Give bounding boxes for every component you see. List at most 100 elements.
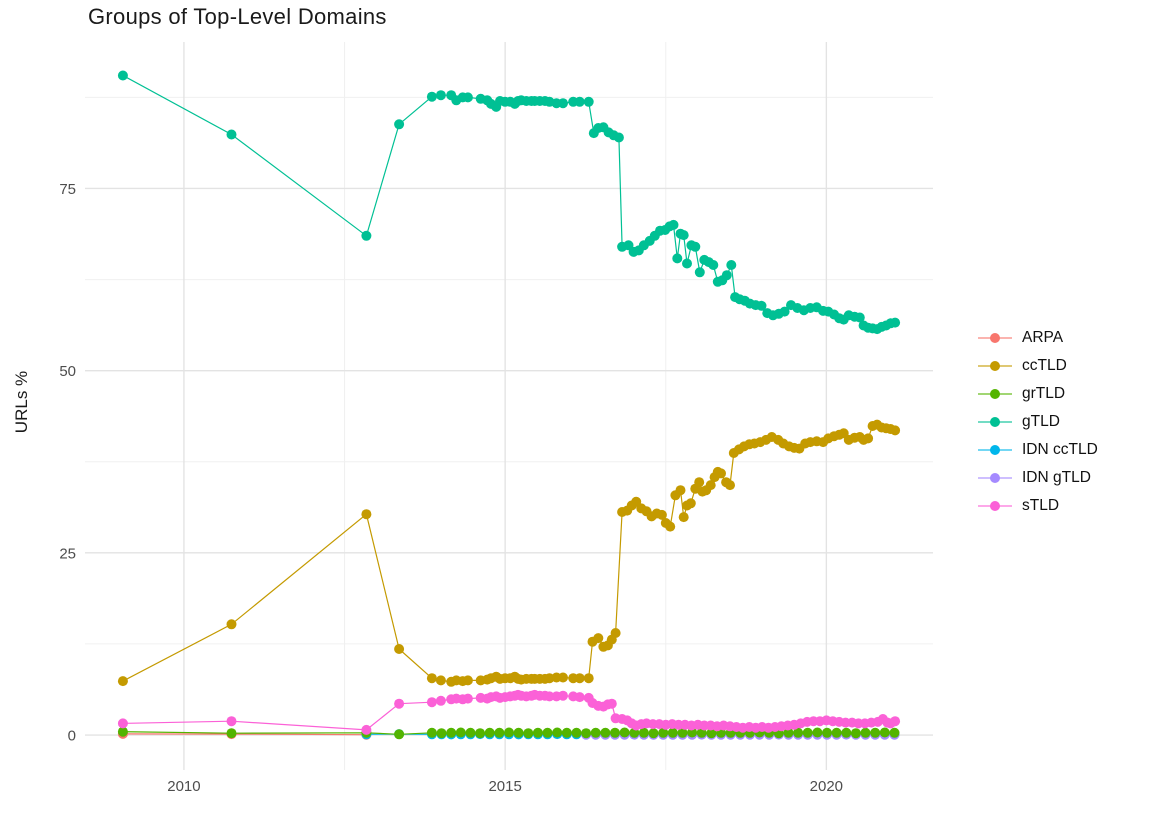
data-point: [668, 219, 679, 230]
data-point: [863, 433, 874, 444]
data-point: [117, 718, 128, 729]
data-point: [542, 727, 553, 738]
data-point: [117, 676, 128, 687]
data-point: [590, 727, 601, 738]
chart-title: Groups of Top-Level Domains: [88, 4, 387, 29]
data-point: [462, 675, 473, 686]
data-point: [870, 727, 881, 738]
legend-label: IDN gTLD: [1022, 469, 1091, 486]
y-tick-label: 75: [59, 181, 76, 198]
data-point: [426, 673, 437, 684]
data-point: [462, 92, 473, 103]
data-point: [226, 716, 237, 727]
data-point: [484, 727, 495, 738]
data-point: [435, 90, 446, 101]
data-point: [613, 132, 624, 143]
legend-label: gTLD: [1022, 413, 1060, 430]
legend-item-idn-gtld: IDN gTLD: [978, 464, 1098, 492]
data-point: [583, 96, 594, 107]
data-point: [708, 260, 719, 270]
legend-label: grTLD: [1022, 385, 1066, 402]
data-point: [890, 317, 901, 328]
data-point: [581, 728, 592, 739]
legend-key-icon: [978, 331, 1012, 345]
data-point: [558, 672, 568, 683]
series-stld: [117, 689, 901, 735]
data-point: [665, 521, 676, 532]
data-point: [716, 468, 726, 479]
x-tick-label: 2010: [167, 778, 200, 795]
data-point: [561, 727, 572, 738]
data-point: [890, 716, 901, 727]
legend-item-arpa: ARPA: [978, 324, 1098, 352]
data-point: [783, 727, 794, 738]
data-point: [675, 485, 686, 496]
data-point: [638, 727, 649, 738]
data-point: [394, 698, 405, 709]
data-point: [822, 727, 832, 738]
data-point: [117, 70, 128, 81]
series-cctld: [117, 419, 901, 687]
legend-key-icon: [978, 443, 1012, 457]
data-point: [475, 728, 486, 739]
data-point: [706, 728, 717, 739]
data-point: [793, 727, 804, 738]
data-point: [726, 260, 737, 270]
data-point: [462, 693, 473, 704]
legend-key-icon: [978, 387, 1012, 401]
series-gtld: [117, 70, 901, 335]
legend-key-icon: [978, 471, 1012, 485]
data-point: [455, 727, 466, 738]
data-point: [435, 695, 446, 706]
data-point: [619, 727, 630, 738]
data-point: [226, 129, 237, 140]
data-point: [667, 727, 678, 738]
x-tick-label: 2015: [488, 778, 521, 795]
data-point: [571, 727, 582, 738]
data-point: [890, 425, 901, 436]
data-point: [465, 727, 476, 738]
data-point: [574, 692, 585, 703]
legend-label: ARPA: [1022, 329, 1064, 346]
data-point: [850, 728, 861, 739]
data-point: [685, 498, 696, 509]
axis-labels: 0 25 50 75 2010 2015 2020: [59, 181, 843, 795]
data-point: [694, 267, 705, 278]
data-point: [779, 306, 790, 317]
data-point: [889, 727, 900, 738]
data-point: [361, 509, 372, 520]
data-point: [574, 673, 585, 684]
data-point: [226, 728, 237, 739]
legend-item-idn-cctld: IDN ccTLD: [978, 436, 1098, 464]
data-point: [678, 512, 689, 523]
data-point: [677, 727, 688, 738]
series-grtld: [117, 726, 900, 740]
y-tick-label: 50: [59, 363, 76, 380]
data-point: [394, 119, 405, 130]
data-point: [446, 727, 457, 738]
data-point: [436, 728, 447, 739]
data-point: [812, 727, 823, 738]
data-point: [361, 230, 372, 241]
data-point: [523, 728, 534, 739]
data-point: [558, 98, 568, 109]
data-point: [841, 727, 852, 738]
data-point: [725, 480, 735, 491]
legend-key-icon: [978, 359, 1012, 373]
data-point: [394, 729, 405, 740]
data-point: [504, 727, 514, 738]
data-point: [426, 91, 437, 102]
data-point: [831, 727, 842, 738]
legend-item-cctld: ccTLD: [978, 352, 1098, 380]
legend-key-icon: [978, 499, 1012, 513]
data-point: [802, 727, 813, 738]
data-point: [494, 727, 505, 738]
data-point: [574, 96, 585, 107]
data-point: [394, 644, 405, 654]
gridlines-major: [85, 42, 933, 770]
legend-item-gtld: gTLD: [978, 408, 1098, 436]
data-point: [593, 633, 604, 644]
legend-label: ccTLD: [1022, 357, 1067, 374]
series-arpa: [117, 728, 372, 740]
